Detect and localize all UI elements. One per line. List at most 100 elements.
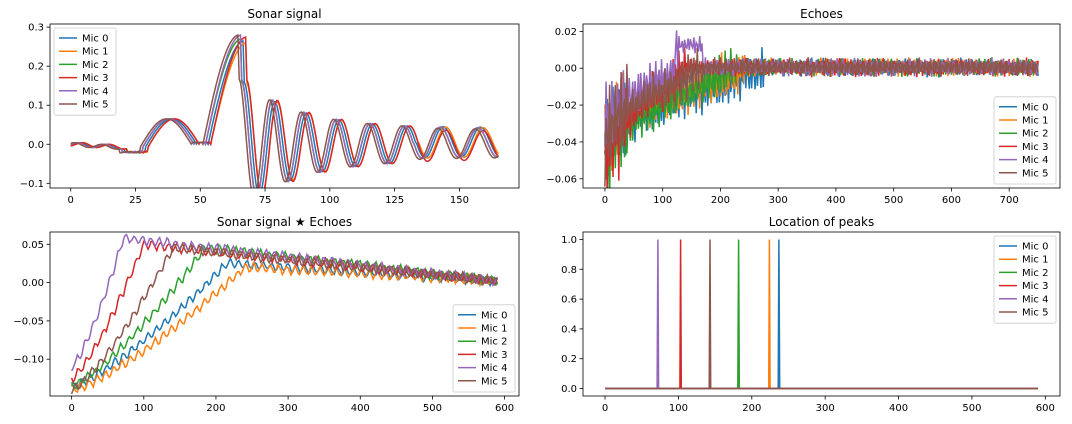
y-tick-label: 0.1	[28, 101, 44, 112]
x-tick-label: 600	[942, 195, 961, 206]
series-line-mic-1	[605, 239, 1038, 390]
x-tick-label: 200	[206, 403, 225, 414]
x-tick-label: 500	[423, 403, 442, 414]
legend: Mic 0 Mic 1 Mic 2 Mic 3 Mic 4 Mic 5	[53, 27, 117, 116]
x-tick-label: 0	[68, 403, 74, 414]
legend-label: Mic 4	[82, 86, 108, 97]
series-group	[605, 239, 1038, 390]
series-line-mic-2	[605, 239, 1038, 390]
axes-frame	[582, 231, 1061, 397]
series-line-mic-0	[605, 239, 1038, 390]
x-tick-label: 700	[1000, 195, 1019, 206]
y-tick-label: 1.0	[561, 235, 577, 246]
x-tick-label: 200	[711, 195, 730, 206]
x-tick-label: 25	[129, 195, 142, 206]
chart-title: Sonar signal	[247, 7, 321, 21]
chart-panel-1: 0 25 50 75 100 125 150 −0.1 0.0 0.1 0.2 0.3 Sonar si…	[20, 7, 520, 206]
y-tick-label: 0.4	[561, 324, 577, 335]
legend-label: Mic 1	[1022, 116, 1048, 127]
axes-frame	[582, 23, 1061, 189]
y-tick-label: 0.0	[561, 384, 577, 395]
legend-label: Mic 4	[1022, 155, 1048, 166]
y-tick-label: 0.02	[555, 27, 577, 38]
x-tick-label: 0	[602, 195, 608, 206]
legend-label: Mic 2	[1022, 268, 1048, 279]
series-line-mic-5	[605, 239, 1038, 390]
x-tick-label: 500	[962, 403, 981, 414]
legend-label: Mic 3	[1022, 142, 1048, 153]
chart-panel-4: 0 100 200 300 400 500 600 0.0 0.2 0.4 0.6 0.8 1.0 Loc…	[561, 215, 1061, 414]
chart-title: Location of peaks	[769, 215, 875, 229]
x-tick-label: 100	[320, 195, 339, 206]
x-tick-label: 125	[385, 195, 404, 206]
legend: Mic 0 Mic 1 Mic 2 Mic 3 Mic 4 Mic 5	[993, 235, 1057, 324]
series-line-mic-4	[70, 34, 499, 188]
x-tick-label: 400	[351, 403, 370, 414]
series-line-mic-5	[70, 34, 499, 188]
legend-label: Mic 2	[82, 60, 108, 71]
legend-label: Mic 2	[1022, 129, 1048, 140]
legend-box	[993, 235, 1057, 324]
y-tick-label: −0.06	[546, 174, 577, 185]
y-tick-label: −0.1	[20, 179, 44, 190]
x-tick-label: 400	[889, 403, 908, 414]
legend-label: Mic 1	[82, 47, 108, 58]
x-tick-label: 300	[279, 403, 298, 414]
x-tick-label: 600	[495, 403, 514, 414]
legend-label: Mic 0	[82, 34, 108, 45]
series-line-mic-1	[71, 261, 498, 394]
series-line-mic-4	[605, 239, 1038, 390]
x-tick-label: 100	[653, 195, 672, 206]
y-tick-label: 0.00	[22, 278, 44, 289]
y-tick-label: −0.02	[546, 101, 577, 112]
legend-label: Mic 4	[481, 363, 507, 374]
legend-label: Mic 3	[82, 73, 108, 84]
series-line-mic-3	[605, 239, 1038, 390]
legend-label: Mic 0	[1022, 242, 1048, 253]
x-tick-label: 200	[742, 403, 761, 414]
y-tick-label: 0.0	[28, 140, 44, 151]
legend-box	[452, 304, 516, 393]
x-tick-label: 600	[1036, 403, 1055, 414]
y-tick-label: 0.8	[561, 265, 577, 276]
x-tick-label: 100	[669, 403, 688, 414]
legend-box	[993, 96, 1057, 185]
legend-label: Mic 3	[481, 350, 507, 361]
axes-frame	[49, 231, 520, 397]
legend-label: Mic 0	[481, 310, 507, 321]
y-tick-label: 0.05	[22, 240, 44, 251]
legend-label: Mic 5	[481, 376, 507, 387]
x-tick-label: 75	[259, 195, 272, 206]
y-tick-label: 0.6	[561, 295, 577, 306]
chart-panel-3: 0 100 200 300 400 500 600 −0.10 −0.05 0.00 0.05 Son…	[13, 215, 520, 414]
y-tick-label: −0.05	[13, 316, 44, 327]
legend: Mic 0 Mic 1 Mic 2 Mic 3 Mic 4 Mic 5	[452, 304, 516, 393]
legend-label: Mic 5	[82, 100, 108, 111]
y-tick-label: 0.2	[561, 354, 577, 365]
x-tick-label: 300	[769, 195, 788, 206]
x-tick-label: 500	[884, 195, 903, 206]
legend-label: Mic 5	[1022, 168, 1048, 179]
series-line-mic-2	[70, 243, 499, 390]
chart-title: Sonar signal ★ Echoes	[217, 215, 352, 229]
legend-label: Mic 2	[481, 337, 507, 348]
legend-label: Mic 1	[481, 324, 507, 335]
x-tick-label: 300	[816, 403, 835, 414]
legend-label: Mic 5	[1022, 308, 1048, 319]
x-tick-label: 400	[826, 195, 845, 206]
legend-label: Mic 1	[1022, 255, 1048, 266]
chart-panel-2: 0 100 200 300 400 500 600 700 −0.06 −0.04 −0.02 0.0…	[546, 7, 1061, 206]
x-tick-label: 0	[602, 403, 608, 414]
series-group	[604, 30, 1039, 188]
axes-frame	[49, 23, 520, 189]
series-line-mic-3	[70, 36, 499, 188]
chart-title: Echoes	[800, 7, 843, 21]
legend-box	[53, 27, 117, 116]
x-tick-label: 50	[194, 195, 207, 206]
x-tick-label: 0	[68, 195, 74, 206]
legend-label: Mic 4	[1022, 294, 1048, 305]
y-tick-label: 0.2	[28, 62, 44, 73]
legend-label: Mic 3	[1022, 281, 1048, 292]
y-tick-label: 0.3	[28, 23, 44, 34]
